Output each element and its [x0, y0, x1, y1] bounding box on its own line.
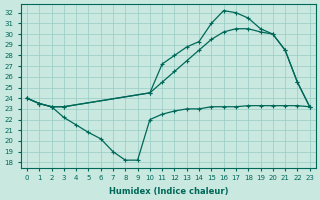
X-axis label: Humidex (Indice chaleur): Humidex (Indice chaleur) [108, 187, 228, 196]
